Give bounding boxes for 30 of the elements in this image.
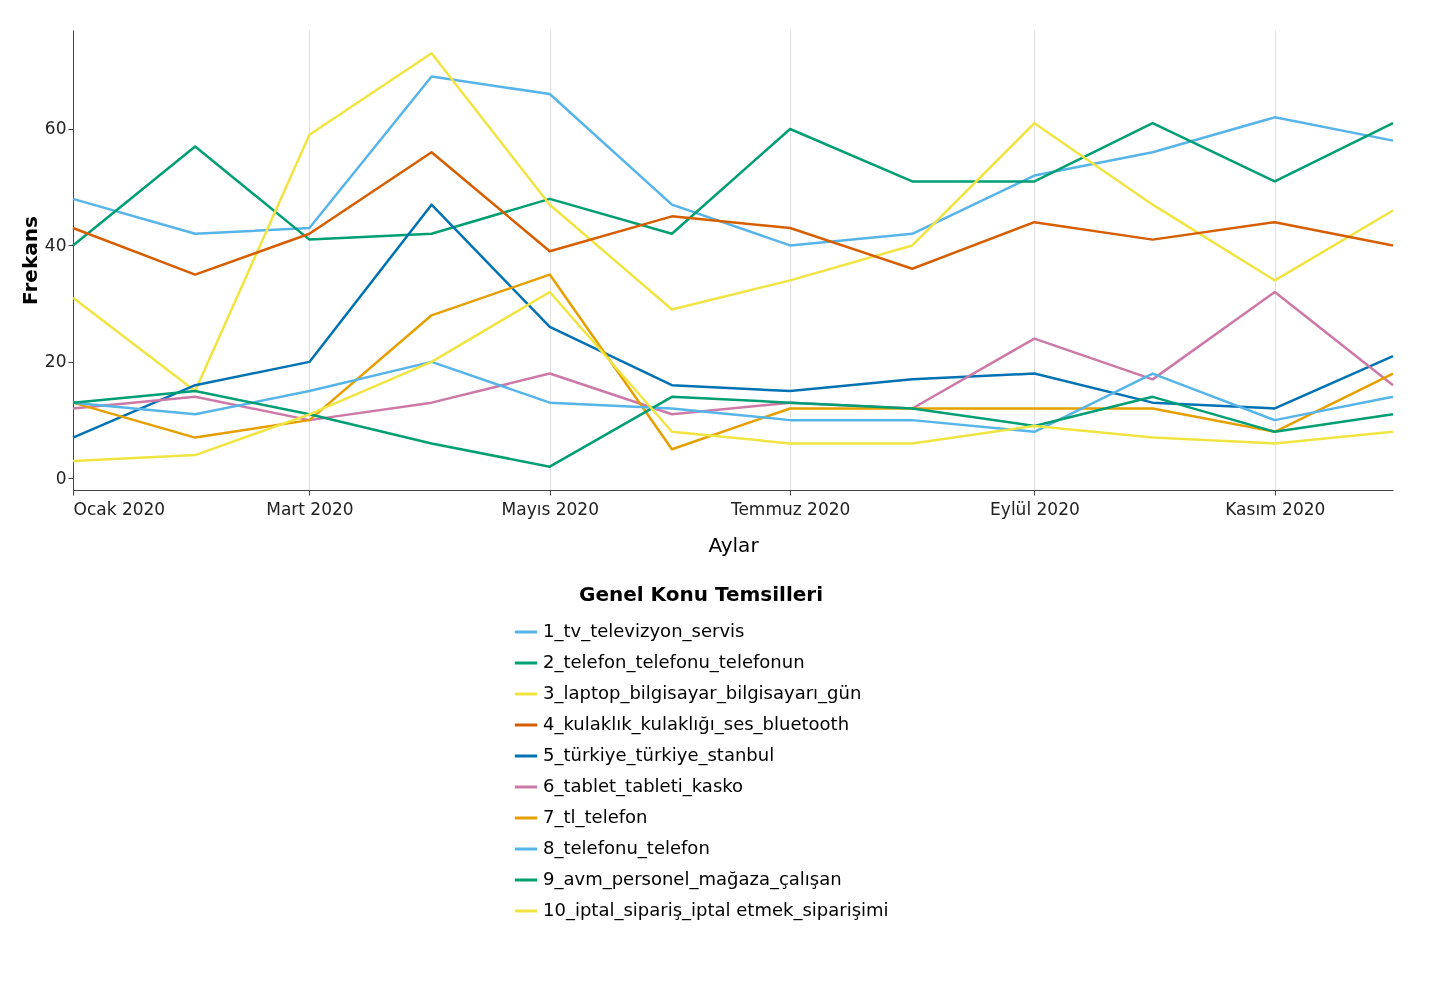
line-series [71,121,1395,247]
legend-label: 7_tl_telefon [543,806,648,828]
x-tick-label: Ocak 2020 [73,498,166,519]
y-tick-label: 0 [55,467,67,488]
line-series [71,151,1395,276]
line-series [71,290,1395,463]
x-tick-label: Eylül 2020 [990,498,1080,519]
legend-label: 2_telefon_telefonu_telefonun [543,651,805,673]
legend-title: Genel Konu Temsilleri [578,582,824,606]
x-tick-label: Kasım 2020 [1225,498,1326,519]
line-series [71,389,1395,468]
line-series [71,75,1395,247]
line-series [71,203,1395,439]
y-axis-title: Frekans [17,216,42,305]
legend-label: 10_iptal_sipariş_iptal etmek_siparişimi [543,899,889,921]
x-tick-label: Mayıs 2020 [501,498,599,519]
line-series [71,52,1395,393]
x-tick-label: Mart 2020 [266,498,354,519]
y-tick-label: 20 [44,351,67,372]
legend-label: 3_laptop_bilgisayar_bilgisayarı_gün [543,682,862,704]
legend-label: 9_avm_personel_mağaza_çalışan [543,868,842,890]
legend-label: 4_kulaklık_kulaklığı_ses_bluetooth [543,713,850,735]
legend-label: 6_tablet_tableti_kasko [543,775,744,797]
legend-label: 5_türkiye_türkiye_stanbul [543,744,775,766]
y-tick-label: 60 [44,118,67,139]
legend-label: 1_tv_televizyon_servis [543,620,745,642]
legend-label: 8_telefonu_telefon [543,837,710,859]
x-tick-label: Temmuz 2020 [729,498,851,519]
y-tick-label: 40 [44,234,67,255]
x-axis-title: Aylar [708,532,760,557]
